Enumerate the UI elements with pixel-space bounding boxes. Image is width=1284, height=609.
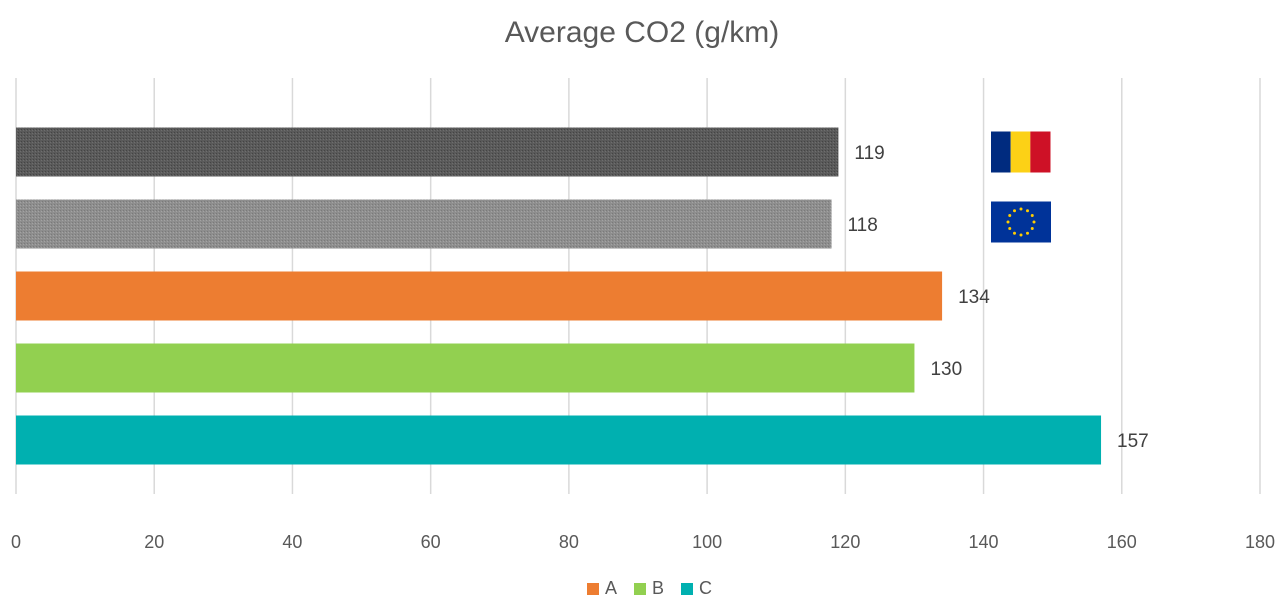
legend-item-b: B <box>634 578 664 598</box>
legend-label: A <box>605 578 617 598</box>
eu-star <box>1026 231 1029 235</box>
eu-star <box>1008 227 1012 230</box>
legend-swatch <box>634 583 646 595</box>
x-tick-label: 40 <box>282 532 302 552</box>
data-label: 157 <box>1117 431 1149 452</box>
x-tick-label: 60 <box>421 532 441 552</box>
x-tick-label: 140 <box>969 532 999 552</box>
legend-swatch <box>681 583 693 595</box>
bar-c <box>16 415 1102 465</box>
eu-star <box>1030 227 1034 230</box>
eu-star <box>1008 214 1012 217</box>
bar-b <box>16 343 915 393</box>
flag-icons <box>991 131 1051 243</box>
bar-romania <box>16 127 839 177</box>
legend-item-c: C <box>681 578 712 598</box>
legend-swatch <box>587 583 599 595</box>
legend-item-a: A <box>587 578 617 598</box>
bars <box>16 127 1102 465</box>
x-tick-label: 120 <box>830 532 860 552</box>
data-label: 134 <box>958 287 990 308</box>
legend: A B C <box>587 578 712 598</box>
x-tick-label: 100 <box>692 532 722 552</box>
x-tick-label: 20 <box>144 532 164 552</box>
x-tick-label: 80 <box>559 532 579 552</box>
eu-star <box>1026 209 1029 213</box>
eu-star <box>1019 207 1023 211</box>
legend-label: C <box>699 578 712 598</box>
eu-star <box>1019 233 1023 237</box>
eu-star <box>1030 214 1034 217</box>
x-tick-label: 160 <box>1107 532 1137 552</box>
eu-star <box>1013 209 1016 213</box>
romania-flag-icon <box>991 131 1051 173</box>
bar-eu <box>16 199 832 249</box>
legend-label: B <box>652 578 664 598</box>
x-axis-tick-labels: 0 20 40 60 80 100 120 140 160 180 <box>11 532 1275 552</box>
data-labels: 119 118 134 130 157 <box>848 143 1149 452</box>
data-label: 119 <box>854 143 884 164</box>
eu-star <box>1032 220 1036 224</box>
data-label: 118 <box>848 215 878 236</box>
eu-star <box>1013 231 1016 235</box>
eu-star <box>1006 220 1010 224</box>
x-tick-label: 180 <box>1245 532 1275 552</box>
bar-a <box>16 271 943 321</box>
data-label: 130 <box>930 359 962 380</box>
chart-title: Average CO2 (g/km) <box>505 16 780 49</box>
eu-flag-icon <box>991 201 1051 243</box>
x-tick-label: 0 <box>11 532 21 552</box>
